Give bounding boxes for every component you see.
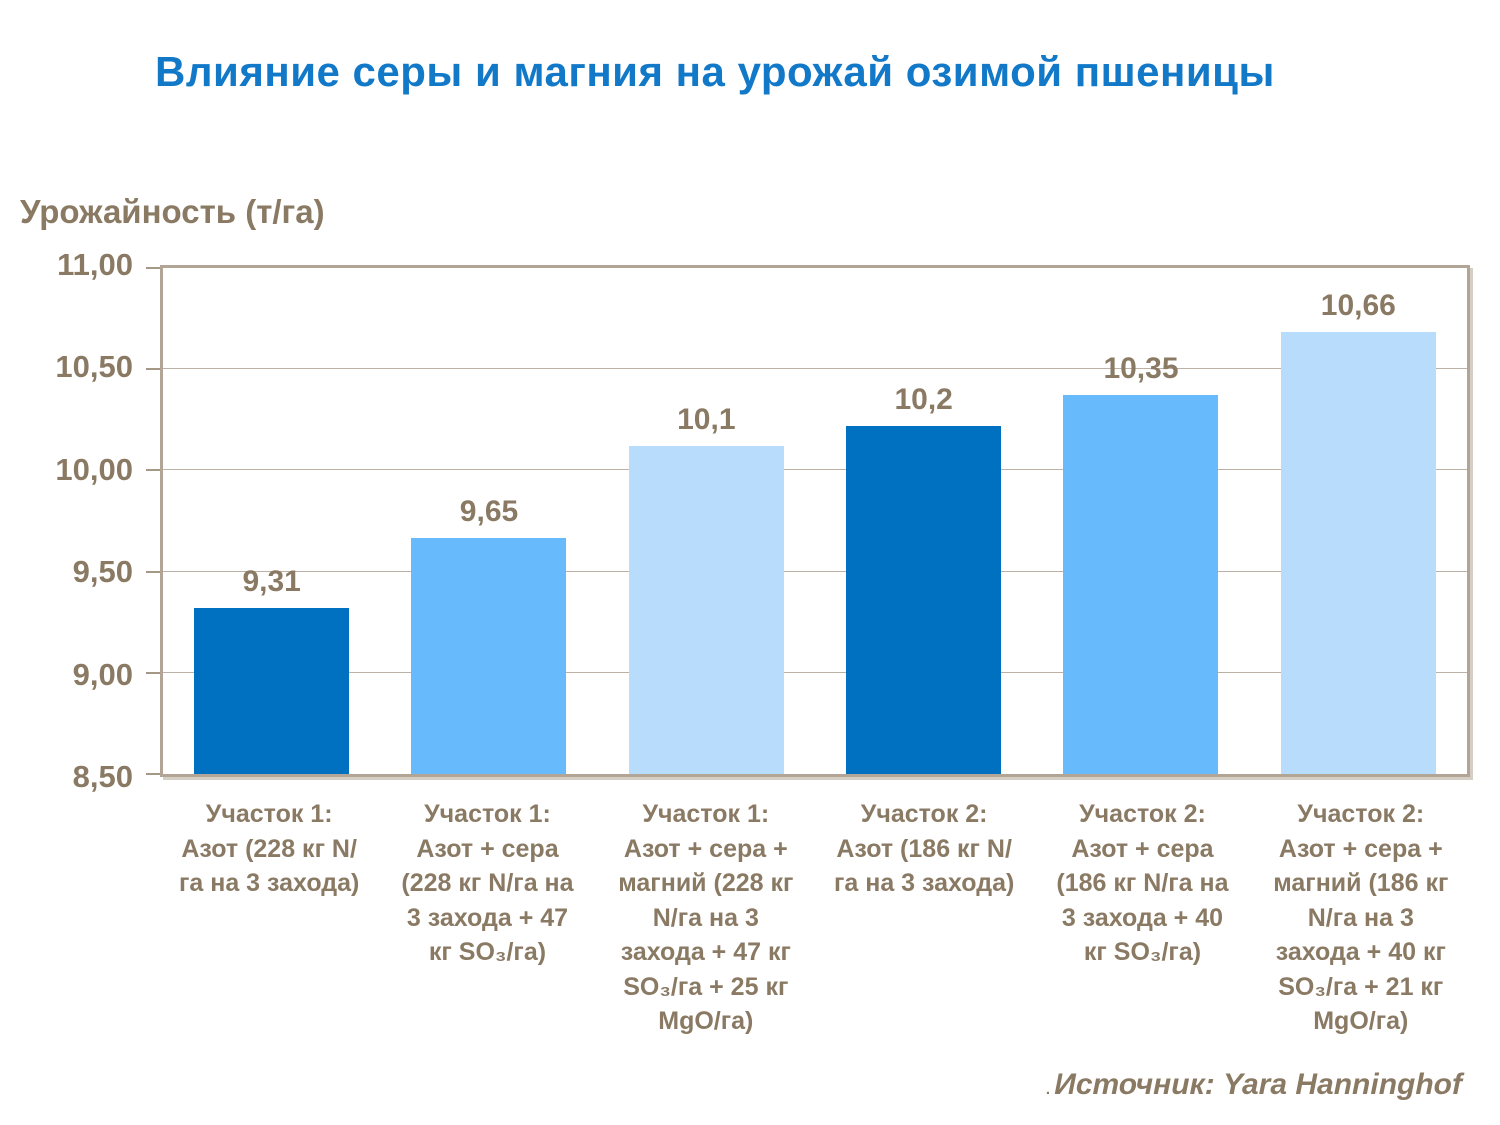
x-category-label: Участок 2: Азот + сера (186 кг N/га на 3… <box>1056 800 1229 966</box>
source-prefix: . <box>1045 1081 1055 1098</box>
y-tick-mark <box>146 570 160 573</box>
bar <box>1280 332 1436 774</box>
y-tick-mark <box>146 267 160 269</box>
y-tick-label: 8,50 <box>72 759 133 794</box>
x-axis-category-labels: Участок 1: Азот (228 кг N/га на 3 захода… <box>160 797 1470 1039</box>
chart-plot-area: 9,31 9,65 10,1 10,2 10,35 10,66 <box>146 265 1470 777</box>
bar <box>194 608 350 774</box>
y-tick-label: 9,00 <box>72 656 133 692</box>
y-tick-label: 10,00 <box>55 451 133 487</box>
bar <box>411 538 567 774</box>
x-category-label: Участок 2: Азот + сера + магний (186 кг … <box>1273 800 1449 1035</box>
bar-slot: 10,35 <box>1032 268 1249 774</box>
bar <box>1063 395 1219 774</box>
bar-slot: 10,1 <box>598 268 815 774</box>
bar-value-label: 9,65 <box>459 495 519 528</box>
y-tick-mark <box>146 368 160 371</box>
bar-slot: 9,31 <box>163 268 380 774</box>
source-text: Источник: Yara Hanninghof <box>1054 1068 1462 1101</box>
gridline <box>163 368 1467 370</box>
gridline <box>163 671 1467 673</box>
source-note: . Источник: Yara Hanninghof <box>1046 1068 1462 1102</box>
bar-slot: 10,2 <box>815 268 1032 774</box>
bar-value-label: 10,66 <box>1320 289 1396 322</box>
bar <box>628 446 784 774</box>
bars-row: 9,31 9,65 10,1 10,2 10,35 10,66 <box>163 268 1467 774</box>
y-tick-label: 10,50 <box>55 349 133 385</box>
x-category-label: Участок 2: Азот (186 кг N/га на 3 захода… <box>833 800 1015 897</box>
x-category-label: Участок 1: Азот + сера (228 кг N/га на 3… <box>401 800 574 966</box>
x-category-label: Участок 1: Азот + сера + магний (228 кг … <box>618 800 794 1035</box>
bar-value-label: 10,2 <box>894 383 953 416</box>
bar <box>846 426 1002 774</box>
y-axis-tick-labels: 11,00 10,50 10,00 9,50 9,00 8,50 <box>0 247 133 794</box>
y-tick-label: 11,00 <box>57 247 133 282</box>
page-title: Влияние серы и магния на урожай озимой п… <box>155 48 1275 95</box>
bar-slot: 9,65 <box>380 268 597 774</box>
y-axis-title: Урожайность (т/га) <box>20 193 325 230</box>
gridline <box>163 570 1467 572</box>
bar-value-label: 10,35 <box>1103 352 1179 385</box>
y-tick-mark <box>146 773 160 775</box>
x-category-label: Участок 1: Азот (228 кг N/га на 3 захода… <box>178 800 360 897</box>
gridline <box>163 469 1467 471</box>
y-tick-label: 9,50 <box>72 554 133 590</box>
bar-value-label: 10,1 <box>677 403 736 436</box>
bar-slot: 10,66 <box>1250 268 1467 774</box>
y-tick-mark <box>146 671 160 674</box>
y-tick-mark <box>146 469 160 472</box>
bar-value-label: 9,31 <box>242 565 301 598</box>
